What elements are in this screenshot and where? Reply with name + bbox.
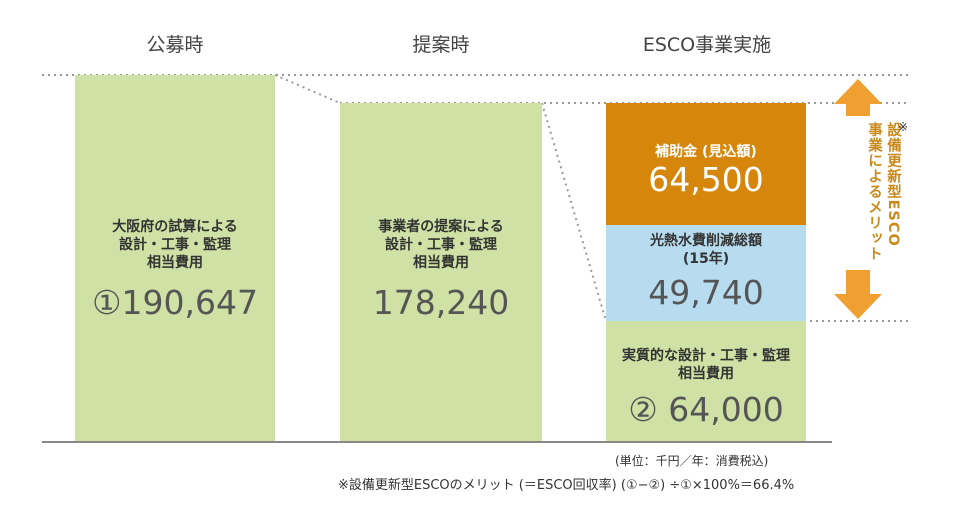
header-public-offering: 公募時 <box>146 34 204 56</box>
merit-label: 設備更新型ESCO事業によるメリット <box>866 122 901 262</box>
segment-savings <box>606 225 806 321</box>
guide-slope-2 <box>541 102 607 322</box>
bar-public-offering <box>75 75 275 442</box>
segment-subsidy-value: 64,500 <box>648 160 764 199</box>
note-mark: ※ <box>898 120 909 134</box>
bar-esco-implementation-value: ② 64,000 <box>628 390 784 429</box>
segment-savings-label: 光熱水費削減総額 (15年) <box>650 233 762 267</box>
merit-arrow <box>834 79 882 319</box>
arrow-down-head <box>834 270 882 319</box>
bar-proposal-value: 178,240 <box>372 283 510 322</box>
bar-proposal <box>340 103 542 442</box>
bar-public-offering-value: ①190,647 <box>91 283 259 322</box>
bar-esco-implementation <box>606 321 806 442</box>
arrow-up-head <box>834 79 882 116</box>
segment-subsidy <box>606 103 806 225</box>
baseline <box>42 441 832 443</box>
segment-savings-value: 49,740 <box>648 273 764 312</box>
bar-esco-implementation-label: 実質的な設計・工事・監理 相当費用 <box>622 348 790 382</box>
segment-subsidy-label: 補助金 (見込額) <box>655 144 757 160</box>
bar-public-offering-label: 大阪府の試算による 設計・工事・監理 相当費用 <box>112 219 238 271</box>
bar-proposal-label: 事業者の提案による 設計・工事・監理 相当費用 <box>378 219 504 271</box>
header-proposal: 提案時 <box>412 34 470 56</box>
footnote: ※設備更新型ESCOのメリット (＝ESCO回収率) (①−②) ÷①×100%… <box>338 478 795 493</box>
header-esco-implementation: ESCO事業実施 <box>642 34 772 56</box>
guide-slope-1 <box>274 74 341 104</box>
unit-note: (単位：千円／年：消費税込) <box>615 454 769 468</box>
